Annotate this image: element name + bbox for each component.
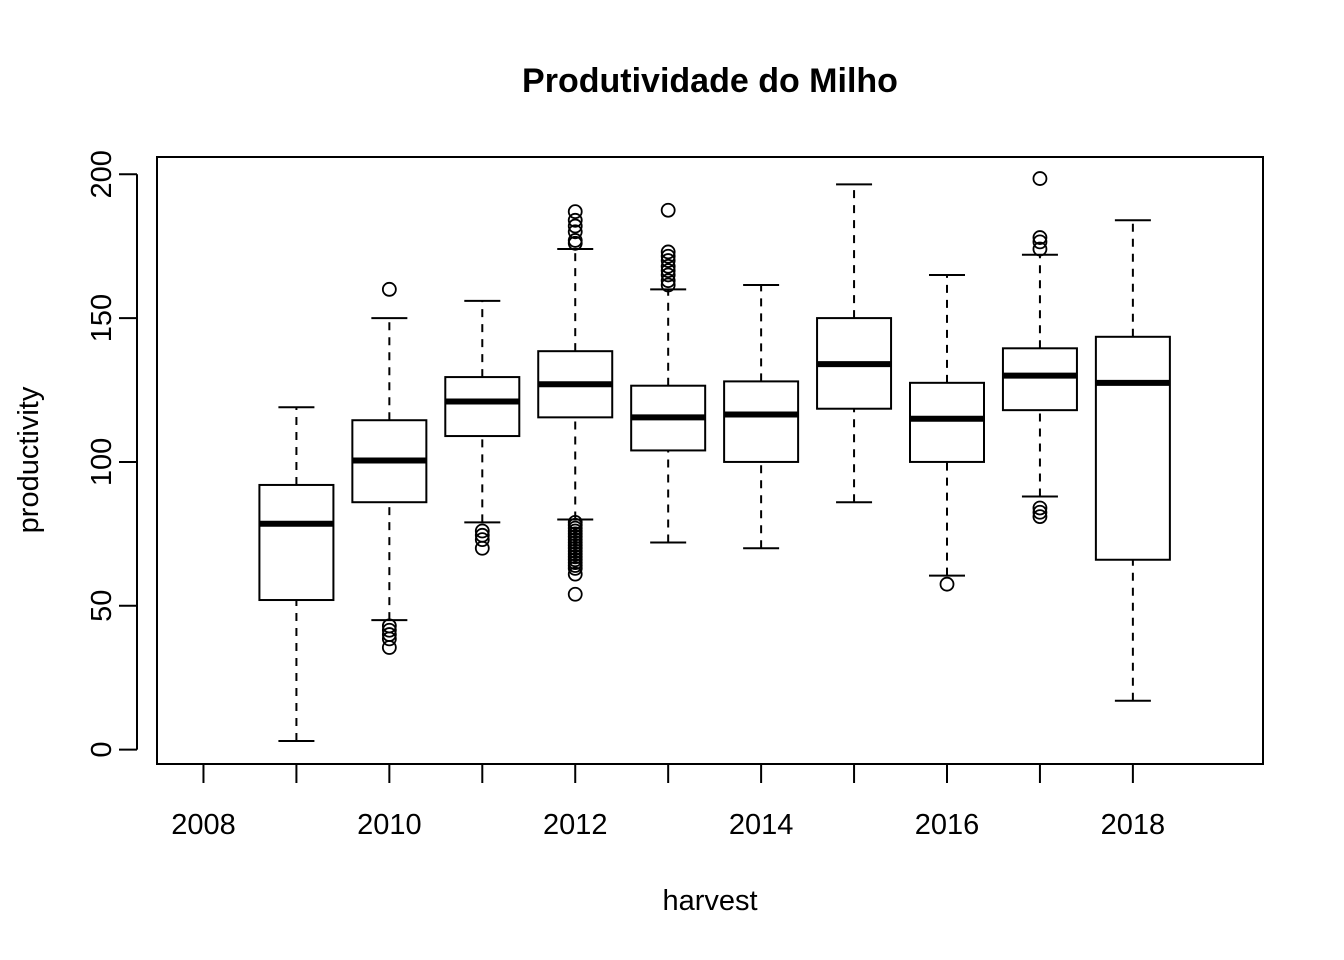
- outlier-point: [567, 212, 583, 228]
- outlier-point: [660, 263, 676, 279]
- outlier-point: [1032, 509, 1048, 524]
- x-axis: 2008 2010 2012 2014 2016 2018: [171, 763, 1166, 841]
- boxes-layer: [258, 171, 1171, 742]
- iqr-box: [1094, 335, 1171, 561]
- outlier-point: [939, 576, 955, 592]
- iqr-box: [258, 483, 335, 602]
- outlier-point: [1032, 500, 1048, 516]
- box-2009: [258, 406, 335, 742]
- iqr-box: [909, 381, 985, 463]
- outlier-point: [474, 540, 490, 556]
- box-2012: [537, 204, 614, 602]
- outlier-point: [474, 532, 490, 548]
- y-tick-label: 50: [86, 590, 118, 622]
- box-2011: [444, 299, 521, 556]
- outlier-point: [1032, 230, 1048, 245]
- box-2013: [630, 202, 707, 544]
- iqr-box: [444, 376, 521, 438]
- outlier-point: [1032, 241, 1048, 257]
- y-axis: 0 50 100 150 200: [86, 150, 138, 758]
- x-tick-label: 2008: [171, 809, 236, 841]
- iqr-box: [1001, 347, 1078, 412]
- outlier-point: [381, 281, 397, 297]
- y-tick-label: 100: [86, 438, 118, 486]
- y-tick-label: 0: [86, 742, 118, 758]
- box-2014: [723, 284, 800, 550]
- outlier-point: [660, 277, 676, 293]
- outlier-point: [567, 566, 583, 582]
- outlier-point: [381, 640, 397, 655]
- x-tick-label: 2018: [1101, 809, 1166, 841]
- outlier-point: [660, 248, 676, 264]
- y-tick-label: 150: [86, 294, 118, 342]
- outlier-point: [567, 218, 583, 234]
- outlier-point: [474, 523, 490, 539]
- box-2018: [1094, 219, 1171, 702]
- outlier-point: [567, 204, 583, 220]
- y-tick-label: 200: [86, 150, 118, 198]
- outlier-point: [660, 244, 676, 260]
- x-tick-label: 2014: [729, 809, 794, 841]
- outlier-point: [1032, 171, 1048, 186]
- box-2010: [351, 281, 428, 655]
- box-2015: [816, 183, 893, 504]
- box-2016: [909, 273, 985, 592]
- outlier-point: [660, 202, 676, 218]
- x-tick-label: 2016: [915, 809, 980, 841]
- box-2017: [1001, 171, 1078, 524]
- chart-title: Produtividade do Milho: [522, 62, 898, 100]
- y-axis-label: productivity: [13, 386, 45, 533]
- outlier-point: [567, 224, 583, 240]
- outlier-point: [660, 258, 676, 274]
- x-tick-label: 2012: [543, 809, 608, 841]
- outlier-point: [381, 622, 397, 638]
- outlier-point: [567, 560, 583, 576]
- x-tick-label: 2010: [357, 809, 422, 841]
- iqr-box: [723, 380, 800, 463]
- outlier-point: [660, 273, 676, 289]
- outlier-point: [567, 233, 583, 248]
- outlier-point: [1032, 504, 1048, 520]
- outlier-point: [381, 631, 397, 647]
- outlier-point: [567, 586, 583, 602]
- outlier-point: [660, 253, 676, 268]
- x-axis-label: harvest: [662, 885, 757, 917]
- outlier-point: [660, 267, 676, 283]
- outlier-point: [1032, 234, 1048, 250]
